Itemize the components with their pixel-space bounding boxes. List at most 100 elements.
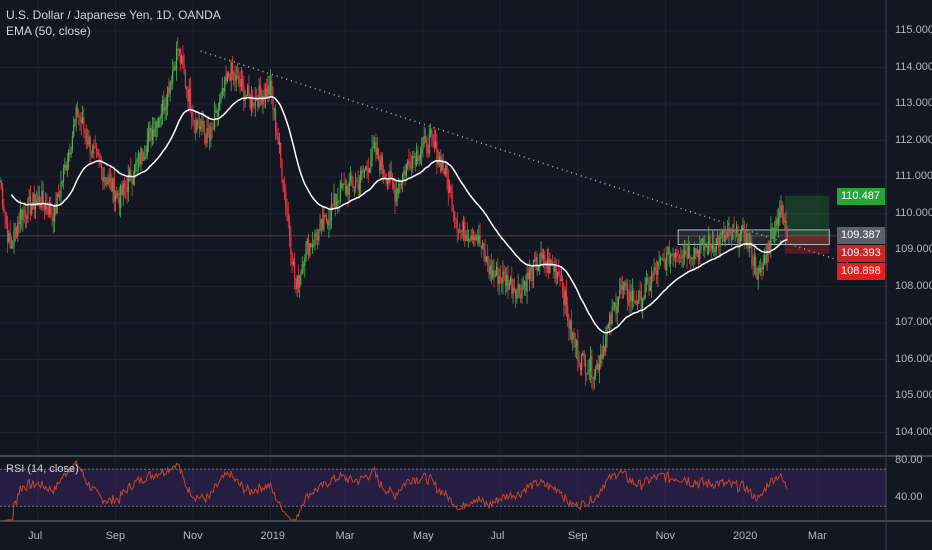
candle-body	[191, 111, 193, 118]
candle-body	[182, 55, 184, 66]
candle-body	[85, 132, 87, 141]
candle-body	[702, 238, 705, 251]
candle-body	[89, 136, 91, 154]
candle-body	[479, 234, 481, 247]
candle-body	[741, 225, 743, 234]
candle-body	[314, 232, 316, 246]
candle-body	[139, 153, 141, 165]
candle-body	[206, 128, 208, 144]
candle-body	[661, 258, 663, 260]
candle-body	[184, 72, 187, 87]
candle-body	[334, 193, 336, 207]
candle-body	[389, 171, 391, 183]
candle-body	[433, 140, 435, 147]
candle-body	[507, 275, 509, 290]
candle-body	[407, 160, 409, 166]
candle-body	[528, 271, 531, 279]
candle-body	[78, 115, 80, 117]
candle-body	[509, 277, 512, 284]
candle-body	[23, 210, 25, 212]
candle-body	[713, 243, 715, 252]
candle-body	[357, 180, 359, 190]
candle-body	[737, 226, 739, 248]
candle-body	[177, 48, 179, 51]
candle-body	[676, 253, 678, 256]
candle-body	[93, 146, 95, 148]
candle-body	[431, 129, 433, 136]
candle-body	[565, 290, 568, 306]
candle-body	[167, 87, 169, 107]
candle-body	[338, 200, 340, 202]
candle-body	[131, 181, 133, 185]
candle-body	[292, 261, 294, 265]
candle-body	[687, 245, 689, 259]
candle-body	[294, 261, 296, 280]
candle-body	[376, 148, 378, 156]
candle-body	[523, 281, 526, 286]
candle-body	[187, 89, 189, 102]
candle-body	[46, 203, 48, 210]
candle-body	[579, 363, 581, 371]
candle-body	[235, 74, 237, 81]
candle-body	[711, 243, 714, 250]
candle-body	[324, 214, 326, 216]
candle-body	[113, 178, 115, 202]
candle-body	[128, 170, 131, 175]
candle-body	[27, 198, 29, 219]
candle-body	[111, 178, 113, 192]
candle-body	[26, 216, 28, 219]
candle-body	[41, 190, 43, 208]
ema-legend: EMA (50, close)	[6, 24, 91, 38]
candle-body	[56, 193, 58, 214]
candle-body	[73, 124, 75, 136]
time-tick: 2020	[732, 530, 758, 542]
candle-body	[266, 88, 268, 98]
time-tick: Sep	[567, 530, 588, 542]
candle-body	[733, 229, 735, 233]
candle-body	[551, 265, 554, 267]
price-tick: 110.000	[895, 206, 932, 219]
candle-body	[181, 55, 183, 64]
candle-body	[240, 79, 242, 87]
candle-body	[489, 265, 491, 275]
candle-body	[368, 169, 371, 173]
candle-body	[54, 204, 56, 222]
candle-body	[395, 189, 397, 202]
candle-body	[158, 118, 160, 128]
candle-body	[297, 275, 300, 288]
candle-body	[342, 183, 344, 189]
candle-body	[653, 267, 655, 276]
candle-body	[156, 121, 159, 128]
candle-body	[323, 214, 325, 230]
candle-body	[704, 247, 706, 251]
candle-body	[175, 48, 178, 71]
candle-body	[81, 117, 84, 123]
candle-body	[732, 229, 734, 240]
candle-body	[280, 142, 282, 160]
candle-body	[452, 211, 454, 213]
candle-body	[752, 264, 754, 266]
candle-body	[208, 135, 211, 141]
candle-body	[178, 49, 180, 51]
candle-body	[550, 259, 552, 266]
entry-price-label: 109.393	[837, 245, 885, 262]
candle-body	[135, 161, 137, 165]
candle-body	[313, 244, 315, 246]
candle-body	[705, 243, 707, 248]
candle-body	[201, 120, 203, 127]
candle-body	[558, 271, 560, 274]
price-tick: 115.000	[895, 24, 932, 36]
candle-body	[421, 149, 423, 154]
candle-body	[51, 213, 53, 215]
candle-body	[188, 88, 190, 102]
candle-body	[365, 166, 367, 171]
candle-body	[347, 186, 349, 196]
candle-body	[616, 306, 618, 314]
candle-body	[108, 177, 110, 183]
candle-body	[763, 255, 766, 264]
candle-body	[596, 363, 598, 370]
candle-body	[470, 235, 472, 240]
candle-body	[262, 95, 264, 105]
candle-body	[535, 256, 537, 262]
